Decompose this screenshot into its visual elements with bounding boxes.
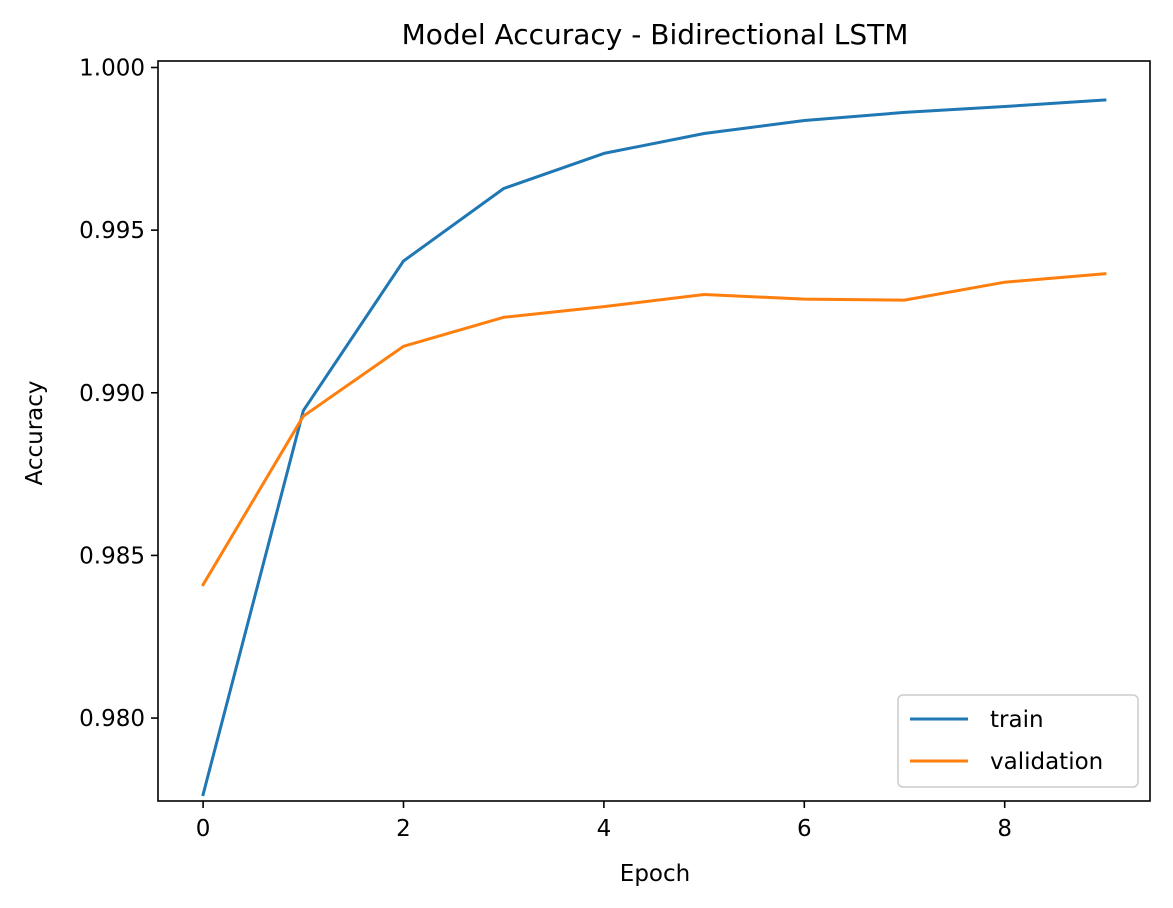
y-tick-label: 0.985: [79, 543, 145, 569]
y-tick-label: 1.000: [79, 56, 145, 82]
x-tick-label: 4: [597, 816, 612, 842]
series-line-train: [201, 98, 1107, 797]
legend-label-train: train: [990, 707, 1044, 733]
x-axis-ticks: 0 2 4 6 8: [196, 801, 1012, 842]
x-tick-label: 0: [196, 816, 211, 842]
x-axis-label: Epoch: [620, 861, 690, 887]
x-tick-label: 6: [797, 816, 812, 842]
series-line-validation: [201, 272, 1107, 587]
y-tick-label: 0.980: [79, 706, 145, 732]
x-tick-label: 2: [396, 816, 411, 842]
legend-label-validation: validation: [990, 749, 1103, 775]
series-lines: [201, 98, 1107, 797]
legend: train validation: [897, 694, 1139, 788]
chart-title: Model Accuracy - Bidirectional LSTM: [402, 18, 909, 51]
y-axis-ticks: 0.980 0.985 0.990 0.995 1.000: [79, 56, 158, 732]
plot-frame: [157, 60, 1151, 802]
x-tick-label: 8: [997, 816, 1012, 842]
y-axis-label: Accuracy: [22, 380, 48, 485]
y-tick-label: 0.990: [79, 381, 145, 407]
y-tick-label: 0.995: [79, 218, 145, 244]
